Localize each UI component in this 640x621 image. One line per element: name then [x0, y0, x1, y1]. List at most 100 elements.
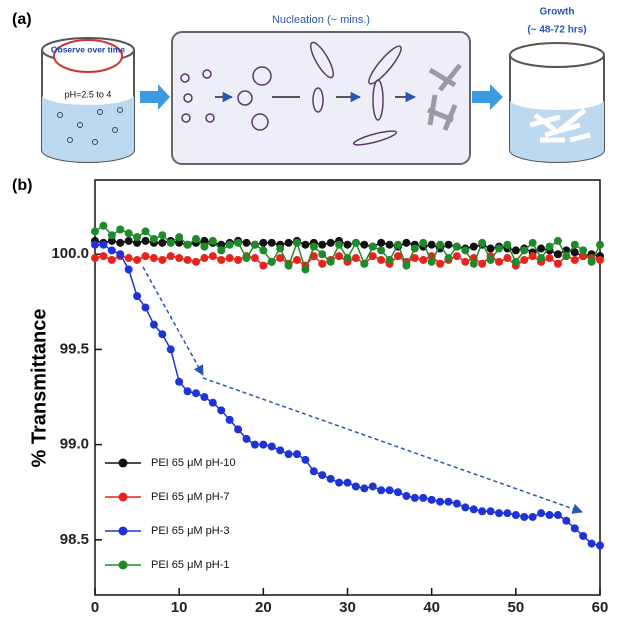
data-point [343, 478, 352, 487]
data-point [444, 497, 453, 506]
data-point [99, 221, 108, 230]
legend-label: PEI 65 μM pH-7 [151, 491, 229, 503]
data-point [452, 499, 461, 508]
x-tick-label: 20 [255, 599, 272, 616]
data-point [528, 252, 537, 261]
x-tick-label: 0 [91, 599, 99, 616]
data-point [452, 242, 461, 251]
data-point [158, 255, 167, 264]
data-point [343, 240, 352, 249]
x-tick-label: 50 [507, 599, 524, 616]
data-point [486, 507, 495, 516]
data-point [234, 425, 243, 434]
data-point [183, 255, 192, 264]
data-point [284, 261, 293, 270]
data-point [360, 484, 369, 493]
data-point [318, 471, 327, 480]
data-point [427, 240, 436, 249]
data-point [133, 238, 142, 247]
data-point [452, 252, 461, 261]
data-point [166, 345, 175, 354]
data-point [267, 238, 276, 247]
data-point [545, 242, 554, 251]
data-point [309, 242, 318, 251]
data-point [444, 240, 453, 249]
data-point [234, 238, 243, 247]
data-point [478, 259, 487, 268]
data-point [158, 238, 167, 247]
data-point [351, 238, 360, 247]
data-point [91, 227, 99, 236]
data-point [149, 254, 158, 263]
data-point [579, 246, 588, 255]
data-point [469, 259, 478, 268]
data-point [385, 240, 394, 249]
data-point [309, 467, 318, 476]
data-point [343, 254, 352, 263]
x-tick-label: 40 [423, 599, 440, 616]
data-point [486, 255, 495, 264]
data-point [360, 240, 369, 249]
beaker-right [509, 42, 605, 163]
data-point [410, 244, 419, 253]
data-point [301, 240, 310, 249]
data-point [436, 259, 445, 268]
data-point [537, 244, 546, 253]
data-point [587, 539, 596, 548]
legend-marker [118, 492, 128, 502]
data-point [419, 493, 428, 502]
data-point [107, 231, 116, 240]
data-point [225, 415, 234, 424]
data-point [335, 478, 344, 487]
data-point [511, 511, 520, 520]
data-point [99, 240, 108, 249]
data-point [377, 486, 386, 495]
data-point [91, 254, 99, 263]
growth-time: (~ 48-72 hrs) [527, 25, 586, 36]
data-point [192, 257, 200, 266]
data-point [461, 503, 470, 512]
data-point [141, 252, 150, 261]
data-point [503, 240, 512, 249]
data-point [385, 255, 394, 264]
panel-label: (b) [12, 177, 32, 194]
legend-marker [118, 458, 128, 468]
data-point [410, 493, 419, 502]
data-point [326, 257, 335, 266]
data-point [208, 236, 217, 245]
data-point [402, 238, 411, 247]
data-point [217, 240, 226, 249]
data-point [511, 257, 520, 266]
data-point [562, 252, 571, 261]
data-point [242, 434, 251, 443]
data-point [335, 240, 344, 249]
data-point [486, 244, 495, 253]
data-point [570, 248, 579, 257]
data-point [528, 512, 537, 521]
data-point [461, 257, 470, 266]
data-point [116, 250, 125, 259]
x-tick-label: 30 [339, 599, 356, 616]
observe-text: Observe over time [51, 44, 125, 54]
data-point [276, 254, 285, 263]
legend-marker [118, 560, 128, 570]
data-point [394, 240, 402, 249]
data-point [402, 492, 411, 501]
data-point [520, 512, 529, 521]
data-point [570, 255, 579, 264]
data-point [293, 450, 301, 459]
data-point [402, 261, 411, 270]
data-point [351, 482, 360, 491]
data-point [141, 227, 150, 236]
data-point [427, 257, 436, 266]
legend-label: PEI 65 μM pH-3 [151, 525, 229, 537]
data-point [511, 246, 520, 255]
nucleation-box [171, 31, 471, 165]
data-point [368, 482, 377, 491]
data-point [562, 516, 571, 525]
annotation-arrows [142, 266, 583, 514]
data-point [200, 254, 209, 263]
data-point [520, 246, 529, 255]
data-point [124, 229, 133, 238]
data-point [158, 231, 167, 240]
